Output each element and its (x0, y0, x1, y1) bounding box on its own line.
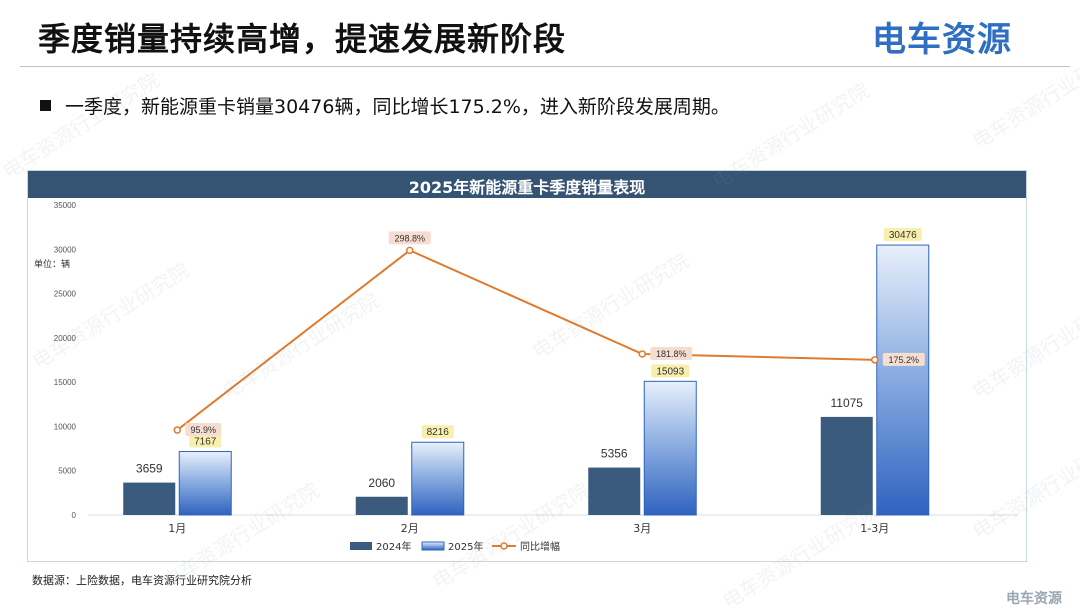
y-tick-label: 5000 (58, 467, 76, 476)
chart-title: 2025年新能源重卡季度销量表现 (408, 178, 646, 197)
bar-2024-value-label: 11075 (831, 396, 864, 410)
legend-2024-swatch (350, 542, 372, 550)
bar-2025-label-bg (651, 364, 690, 378)
bar-2025 (178, 451, 232, 516)
bar-2025-value-label: 8216 (427, 427, 450, 438)
growth-value-label: 298.8% (394, 233, 425, 243)
x-tick-label: 3月 (633, 522, 651, 535)
bar-2024 (588, 467, 641, 515)
chart-header-bar: 2025年新能源重卡季度销量表现 (28, 171, 1026, 198)
bar-2025-label-bg (883, 228, 922, 242)
y-tick-label: 30000 (54, 245, 77, 254)
y-tick-label: 0 (72, 511, 77, 520)
growth-value-label: 181.8% (656, 349, 687, 359)
growth-point (173, 426, 181, 434)
logo-text: 电车资源 (872, 20, 1012, 60)
slide-title: 季度销量持续高增，提速发展新阶段 (38, 20, 567, 58)
y-unit-label: 单位：辆 (34, 258, 70, 270)
bar-2025-value-label: 7167 (194, 437, 217, 448)
growth-label-bg (650, 346, 693, 360)
watermark-text: 电车资源行业研究院 (0, 67, 164, 184)
bar-2024-value-label: 5356 (601, 447, 628, 461)
bar-2025 (643, 380, 697, 516)
bar-2025-label-bg (189, 434, 222, 448)
summary-text: 一季度，新能源重卡销量30476辆，同比增长175.2%，进入新阶段发展周期。 (65, 96, 730, 118)
bar-2025-value-label: 15093 (656, 366, 684, 377)
bar-2025-label-bg (421, 425, 454, 439)
bar-2024 (123, 482, 176, 515)
growth-point (871, 356, 879, 364)
x-tick-label: 1月 (168, 522, 186, 535)
growth-label-bg (388, 231, 431, 245)
growth-point (638, 350, 646, 358)
footer-watermark-logo: 电车资源 (1006, 591, 1062, 607)
brand-logo: 电车资源 (872, 12, 1012, 61)
sales-chart: 0 5000 10000 15000 20000 25000 30000 35000 单位：辆 3… (34, 201, 1018, 553)
bar-2024-value-label: 3659 (136, 462, 163, 476)
legend-2025-swatch (421, 541, 445, 551)
legend-2025-label: 2025年 (448, 540, 483, 553)
bar-2024 (820, 416, 873, 515)
bar-2024 (355, 496, 408, 515)
bullet-square-icon (40, 100, 51, 111)
header-divider (20, 66, 1070, 67)
growth-value-label: 175.2% (888, 355, 919, 365)
bar-2025-value-label: 30476 (889, 230, 917, 241)
y-tick-label: 10000 (54, 422, 77, 431)
chart-panel: 2025年新能源重卡季度销量表现 0 5000 10000 15000 20000 250… (27, 170, 1027, 562)
y-tick-label: 20000 (54, 334, 77, 343)
growth-value-label: 95.9% (190, 425, 216, 435)
bar-2025 (876, 244, 930, 516)
legend-growth-marker (500, 542, 508, 550)
data-source-note: 数据源：上险数据，电车资源行业研究院分析 (32, 574, 252, 587)
y-tick-label: 35000 (54, 201, 77, 210)
growth-label-bg (882, 352, 925, 366)
y-tick-label: 25000 (54, 290, 77, 299)
growth-point (406, 246, 414, 255)
bar-2024-value-label: 2060 (368, 476, 395, 490)
bar-2025 (411, 441, 465, 516)
x-tick-label: 2月 (401, 522, 419, 535)
y-tick-label: 15000 (54, 378, 77, 387)
growth-label-bg (185, 423, 222, 437)
legend-growth-label: 同比增幅 (520, 540, 560, 553)
growth-line (176, 249, 875, 431)
x-tick-label: 1-3月 (860, 522, 889, 535)
legend-2024-label: 2024年 (376, 540, 411, 553)
summary-bullet: 一季度，新能源重卡销量30476辆，同比增长175.2%，进入新阶段发展周期。 (40, 92, 730, 119)
